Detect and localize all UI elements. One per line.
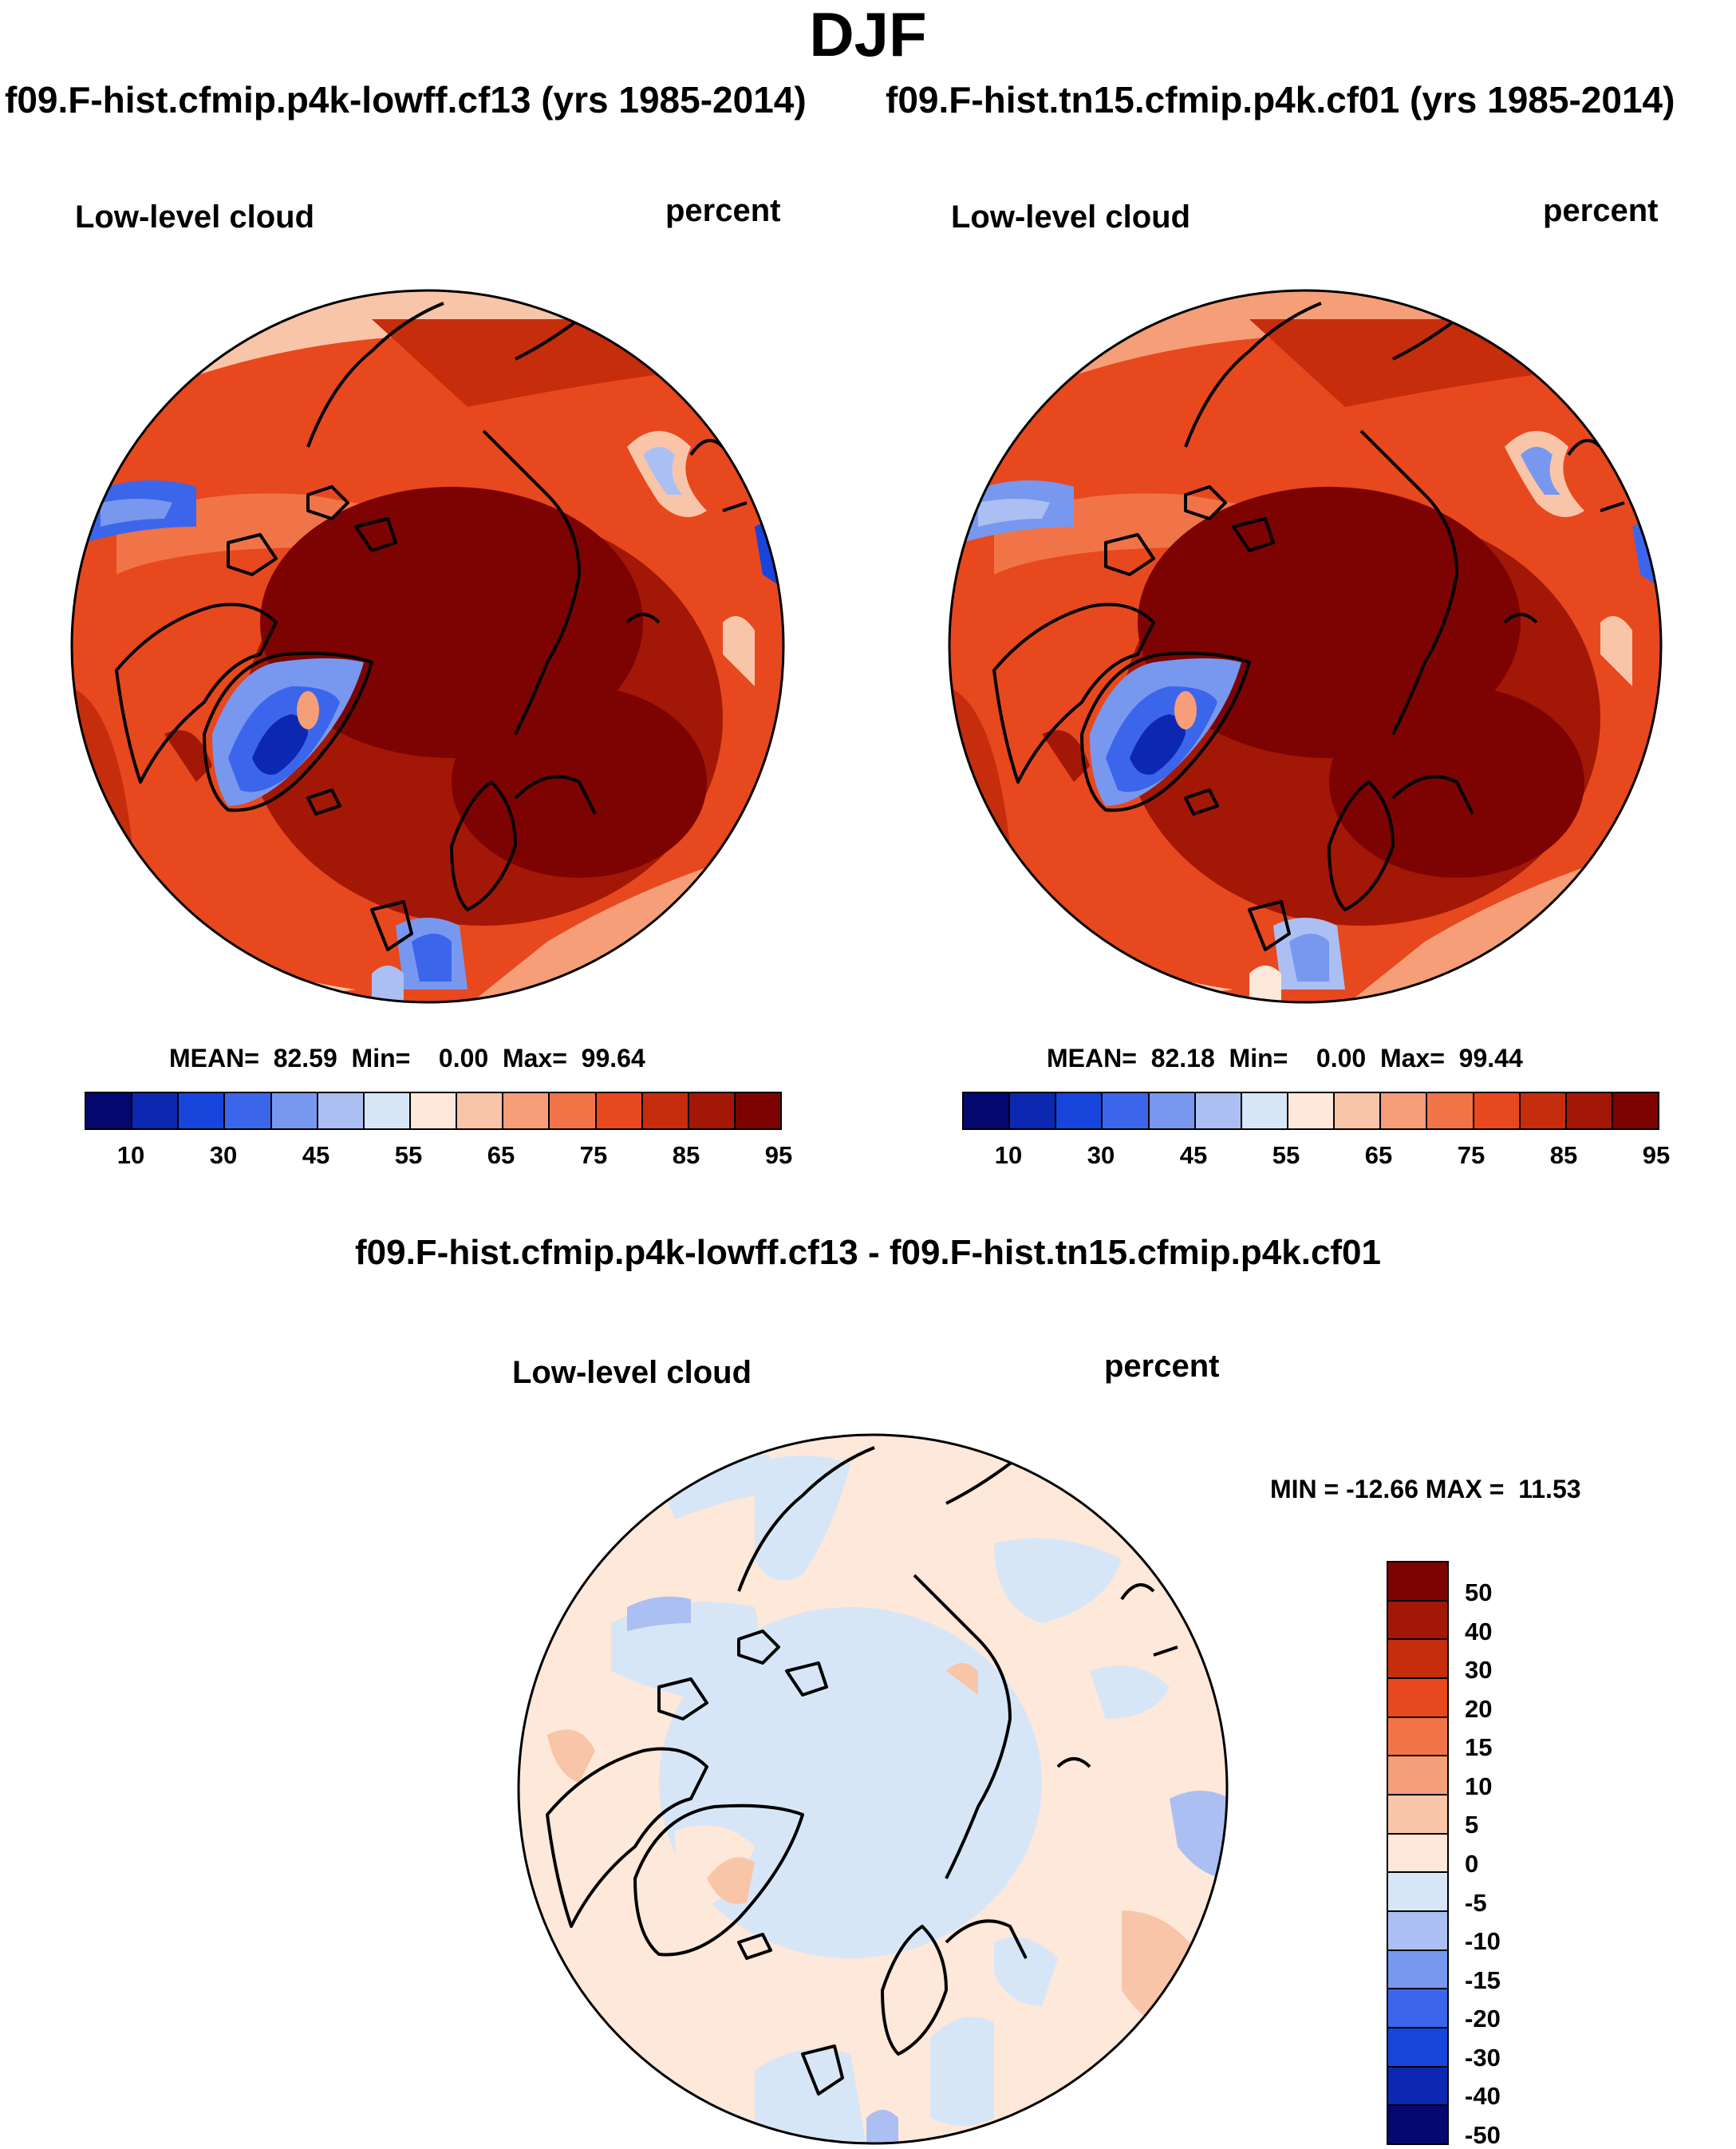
colorbar-swatch xyxy=(1388,1950,1447,1990)
colorbar-tick-label: 5 xyxy=(1465,1811,1479,1839)
colorbar-tick-label: 55 xyxy=(1272,1141,1300,1169)
colorbar-swatch xyxy=(1288,1093,1336,1128)
colorbar-swatch xyxy=(735,1093,781,1128)
colorbar-tick-label: 30 xyxy=(209,1141,238,1169)
left-colorbar xyxy=(85,1092,782,1130)
colorbar-swatch xyxy=(271,1093,318,1128)
colorbar-tick-label: 30 xyxy=(1087,1141,1115,1169)
colorbar-tick-label: 50 xyxy=(1465,1578,1493,1607)
colorbar-swatch xyxy=(364,1093,411,1128)
colorbar-swatch xyxy=(318,1093,365,1128)
colorbar-swatch xyxy=(1388,1717,1447,1757)
colorbar-swatch xyxy=(1388,1873,1447,1913)
colorbar-swatch xyxy=(1149,1093,1196,1128)
colorbar-tick-label: 10 xyxy=(994,1141,1023,1169)
diff-variable-label: Low-level cloud xyxy=(512,1355,752,1390)
colorbar-swatch xyxy=(179,1093,226,1128)
colorbar-tick-label: 40 xyxy=(1465,1617,1493,1645)
colorbar-tick-label: -5 xyxy=(1465,1888,1487,1917)
figure-title: DJF xyxy=(809,0,927,69)
colorbar-swatch xyxy=(1388,1795,1447,1835)
difference-polar-map xyxy=(517,1433,1229,2145)
colorbar-swatch xyxy=(1388,1756,1447,1796)
right-colorbar xyxy=(962,1092,1659,1130)
colorbar-tick-label: -20 xyxy=(1465,2005,1501,2033)
colorbar-swatch xyxy=(503,1093,550,1128)
colorbar-swatch xyxy=(642,1093,689,1128)
colorbar-swatch xyxy=(1388,1912,1447,1951)
colorbar-tick-label: 45 xyxy=(1179,1141,1208,1169)
colorbar-swatch xyxy=(1335,1093,1382,1128)
colorbar-swatch xyxy=(1388,1989,1447,2029)
colorbar-swatch xyxy=(1520,1093,1567,1128)
colorbar-swatch xyxy=(550,1093,597,1128)
colorbar-swatch xyxy=(1388,2029,1447,2068)
diff-stats: MIN = -12.66 MAX = 11.53 xyxy=(1270,1475,1581,1503)
colorbar-swatch xyxy=(1241,1093,1288,1128)
right-stats: MEAN= 82.18 Min= 0.00 Max= 99.44 xyxy=(1047,1044,1523,1073)
colorbar-swatch xyxy=(410,1093,458,1128)
colorbar-swatch xyxy=(1612,1093,1659,1128)
difference-colorbar xyxy=(1387,1561,1449,2145)
colorbar-tick-label: 10 xyxy=(116,1141,145,1169)
colorbar-tick-label: -15 xyxy=(1465,1965,1501,1994)
colorbar-tick-label: 55 xyxy=(394,1141,423,1169)
colorbar-swatch xyxy=(1388,1601,1447,1641)
colorbar-swatch xyxy=(1388,1679,1447,1718)
colorbar-swatch xyxy=(1056,1093,1103,1128)
right-run-title: f09.F-hist.tn15.cfmip.p4k.cf01 (yrs 1985… xyxy=(886,79,1675,120)
colorbar-swatch xyxy=(86,1093,133,1128)
colorbar-tick-label: -50 xyxy=(1465,2120,1501,2149)
colorbar-swatch xyxy=(1388,1834,1447,1874)
colorbar-swatch xyxy=(1195,1093,1242,1128)
colorbar-tick-label: -30 xyxy=(1465,2043,1501,2072)
left-polar-map xyxy=(70,289,785,1004)
colorbar-tick-label: 65 xyxy=(1364,1141,1393,1169)
colorbar-swatch xyxy=(225,1093,272,1128)
colorbar-tick-label: 20 xyxy=(1465,1694,1493,1723)
left-run-title: f09.F-hist.cfmip.p4k-lowff.cf13 (yrs 198… xyxy=(5,79,807,120)
colorbar-swatch xyxy=(1427,1093,1474,1128)
diff-units-label: percent xyxy=(1104,1349,1220,1384)
colorbar-tick-label: 95 xyxy=(764,1141,793,1169)
colorbar-swatch xyxy=(132,1093,180,1128)
colorbar-tick-label: 65 xyxy=(487,1141,515,1169)
colorbar-swatch xyxy=(1388,2106,1447,2144)
colorbar-swatch xyxy=(1388,2067,1447,2107)
colorbar-tick-label: -10 xyxy=(1465,1927,1501,1956)
colorbar-tick-label: 75 xyxy=(1457,1141,1485,1169)
colorbar-tick-label: 15 xyxy=(1465,1733,1493,1762)
colorbar-tick-label: 30 xyxy=(1465,1656,1493,1685)
colorbar-swatch xyxy=(1010,1093,1057,1128)
colorbar-tick-label: 85 xyxy=(672,1141,700,1169)
right-units-label: percent xyxy=(1543,193,1659,228)
colorbar-swatch xyxy=(688,1093,736,1128)
left-units-label: percent xyxy=(665,193,781,228)
colorbar-tick-label: 95 xyxy=(1642,1141,1671,1169)
colorbar-swatch xyxy=(1566,1093,1613,1128)
colorbar-tick-label: 45 xyxy=(302,1141,330,1169)
left-stats: MEAN= 82.59 Min= 0.00 Max= 99.64 xyxy=(169,1044,645,1073)
colorbar-swatch xyxy=(1474,1093,1521,1128)
difference-title: f09.F-hist.cfmip.p4k-lowff.cf13 - f09.F-… xyxy=(354,1233,1382,1272)
colorbar-swatch xyxy=(596,1093,643,1128)
right-polar-map xyxy=(948,289,1663,1004)
colorbar-tick-label: -40 xyxy=(1465,2082,1501,2111)
left-variable-label: Low-level cloud xyxy=(75,199,315,235)
colorbar-tick-label: 10 xyxy=(1465,1772,1493,1800)
colorbar-swatch xyxy=(1388,1640,1447,1680)
colorbar-tick-label: 0 xyxy=(1465,1850,1479,1878)
colorbar-tick-label: 75 xyxy=(579,1141,608,1169)
colorbar-swatch xyxy=(1388,1562,1447,1602)
colorbar-swatch xyxy=(457,1093,504,1128)
colorbar-tick-label: 85 xyxy=(1549,1141,1578,1169)
colorbar-swatch xyxy=(1381,1093,1428,1128)
right-variable-label: Low-level cloud xyxy=(951,199,1191,235)
colorbar-swatch xyxy=(964,1093,1011,1128)
colorbar-swatch xyxy=(1103,1093,1150,1128)
